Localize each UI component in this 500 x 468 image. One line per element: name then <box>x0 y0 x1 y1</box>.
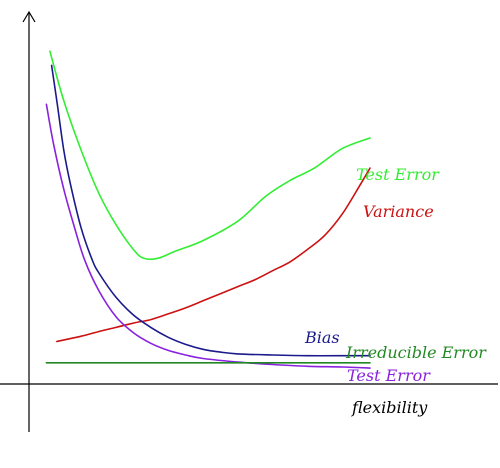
x-axis-label: flexibility <box>351 398 428 417</box>
test-error-lower-curve-label: Test Error <box>347 366 431 385</box>
variance-curve-label: Variance <box>363 202 434 221</box>
y-axis-arrow-icon <box>22 10 36 23</box>
bias-curve-label: Bias <box>304 328 340 347</box>
bias-curve <box>50 64 371 357</box>
test-error-curve-label: Test Error <box>356 165 440 184</box>
irreducible-error-line-label: Irreducible Error <box>345 343 487 362</box>
test-error-lower-curve <box>45 103 371 369</box>
variance-curve <box>56 167 371 343</box>
axes <box>0 10 498 432</box>
label-layer: Test Error Variance Bias Test Error Irreduci… <box>304 165 487 385</box>
series-layer <box>45 50 371 369</box>
test-error-curve <box>49 50 371 261</box>
